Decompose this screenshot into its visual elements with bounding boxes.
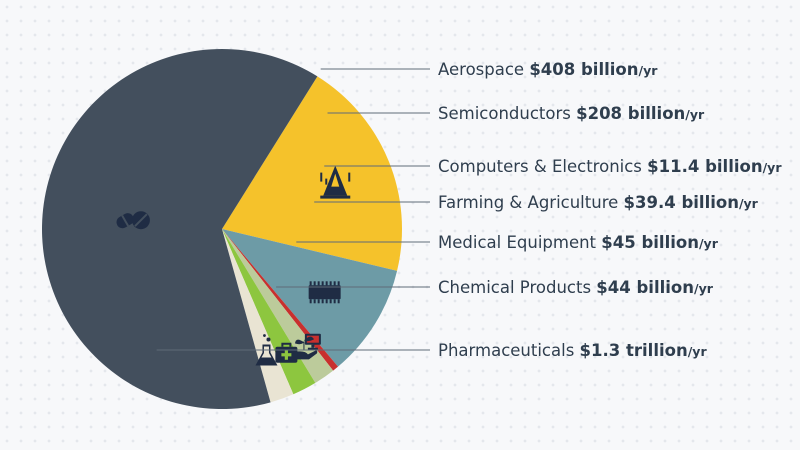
- slice-label-value: $208 billion: [576, 104, 685, 123]
- slice-label-unit: /yr: [699, 236, 719, 251]
- slice-pharmaceuticals: [42, 48, 318, 409]
- slice-icons: [116, 165, 351, 366]
- slice-aerospace: [222, 76, 402, 271]
- slice-label: Computers & Electronics $11.4 billion/yr: [438, 157, 782, 176]
- slice-label: Chemical Products $44 billion/yr: [438, 278, 714, 297]
- slice-label: Aerospace $408 billion/yr: [438, 60, 658, 79]
- slice-label-name: Computers & Electronics: [438, 157, 647, 176]
- slice-label-value: $1.3 trillion: [580, 341, 688, 360]
- slice-label-unit: /yr: [639, 63, 659, 78]
- medical-kit-icon: [275, 342, 298, 363]
- rocket-icon: [320, 165, 351, 199]
- microchip-icon: [308, 281, 341, 304]
- slice-label-unit: /yr: [739, 196, 759, 211]
- slice-label-name: Pharmaceuticals: [438, 341, 580, 360]
- slice-label-value: $11.4 billion: [647, 157, 762, 176]
- slice-label-name: Farming & Agriculture: [438, 193, 624, 212]
- slice-label-name: Medical Equipment: [438, 233, 601, 252]
- pills-icon: [116, 211, 150, 230]
- slice-label: Semiconductors $208 billion/yr: [438, 104, 705, 123]
- slice-label: Pharmaceuticals $1.3 trillion/yr: [438, 341, 707, 360]
- slice-label-name: Semiconductors: [438, 104, 576, 123]
- flask-icon: [255, 334, 278, 366]
- leader-lines: [156, 68, 430, 351]
- seedling-hand-icon: [290, 336, 318, 360]
- slice-label-unit: /yr: [694, 281, 714, 296]
- slice-label-unit: /yr: [763, 160, 783, 175]
- slice-label-value: $44 billion: [596, 278, 694, 297]
- slice-labels: Aerospace $408 billion/yrSemiconductors …: [438, 60, 782, 360]
- slice-label-value: $408 billion: [529, 60, 638, 79]
- slice-label: Medical Equipment $45 billion/yr: [438, 233, 719, 252]
- slice-label-value: $45 billion: [601, 233, 699, 252]
- slice-label-name: Chemical Products: [438, 278, 596, 297]
- slice-label: Farming & Agriculture $39.4 billion/yr: [438, 193, 759, 212]
- slice-label-unit: /yr: [688, 344, 708, 359]
- slice-label-name: Aerospace: [438, 60, 529, 79]
- slice-label-unit: /yr: [685, 107, 705, 122]
- pie-slices: [42, 48, 402, 409]
- slice-label-value: $39.4 billion: [624, 193, 739, 212]
